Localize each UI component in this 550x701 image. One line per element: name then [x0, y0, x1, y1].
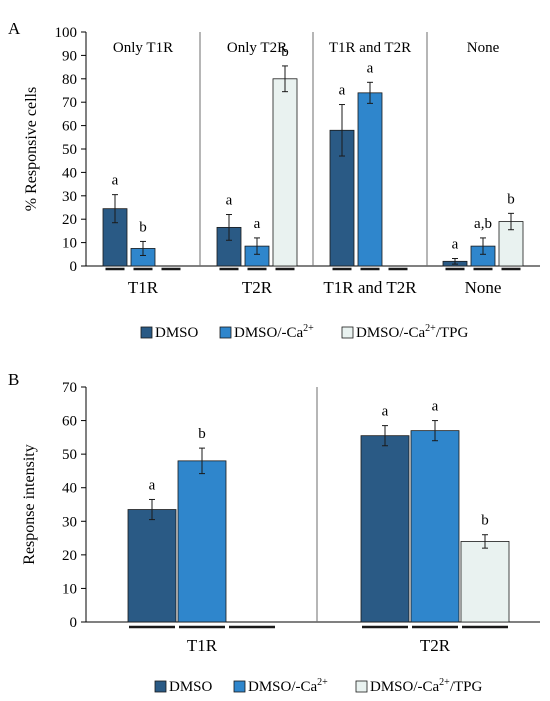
category-label: None: [465, 278, 502, 297]
legend-label-main: DMSO: [155, 325, 199, 341]
y-tick-label: 40: [62, 481, 77, 497]
y-tick-label: 20: [62, 212, 77, 228]
legend-label-main: DMSO/-Ca: [356, 325, 426, 341]
bar: [460, 541, 510, 623]
panel-label: B: [8, 370, 19, 389]
legend-swatch: [154, 680, 167, 693]
legend-label: DMSO: [169, 679, 213, 695]
legend-label-superscript: 2+: [317, 677, 328, 688]
category-label: T1R: [128, 278, 159, 297]
legend-swatch: [355, 680, 368, 693]
group-title: Only T2R: [227, 40, 287, 56]
significance-label: a: [226, 193, 233, 209]
legend-label-main: DMSO/-Ca: [370, 679, 440, 695]
legend-swatch: [219, 326, 232, 339]
y-tick-label: 30: [62, 189, 77, 205]
y-tick-label: 60: [62, 414, 77, 430]
y-tick-label: 50: [62, 142, 77, 158]
significance-label: b: [198, 426, 206, 442]
legend-label-main: DMSO: [169, 679, 213, 695]
legend-swatch: [341, 326, 354, 339]
bar: [410, 430, 460, 623]
significance-label: a: [254, 216, 261, 232]
y-tick-label: 0: [70, 259, 78, 275]
significance-label: b: [481, 513, 489, 529]
y-tick-label: 80: [62, 72, 77, 88]
significance-label: a: [432, 399, 439, 415]
legend-label: DMSO/-Ca2+: [248, 677, 328, 695]
y-tick-label: 70: [62, 95, 77, 111]
legend-label-superscript: 2+: [303, 323, 314, 334]
y-tick-label: 100: [55, 25, 78, 41]
y-tick-label: 0: [70, 615, 78, 631]
group-title: Only T1R: [113, 40, 173, 56]
y-tick-label: 90: [62, 48, 77, 64]
significance-label: a: [367, 60, 374, 76]
bar: [102, 208, 128, 267]
legend-label-superscript: 2+: [439, 677, 450, 688]
legend-label: DMSO/-Ca2+: [234, 323, 314, 341]
y-tick-label: 70: [62, 380, 77, 396]
y-axis-label: Response intensity: [21, 444, 38, 564]
group-title: None: [467, 40, 500, 56]
significance-label: a: [112, 173, 119, 189]
significance-label: a: [339, 83, 346, 99]
y-tick-label: 40: [62, 165, 77, 181]
bar: [360, 435, 410, 623]
y-tick-label: 30: [62, 514, 77, 530]
category-label: T2R: [242, 278, 273, 297]
bar: [357, 92, 383, 267]
category-label: T1R and T2R: [323, 278, 417, 297]
y-tick-label: 10: [62, 581, 77, 597]
legend-label: DMSO/-Ca2+/TPG: [370, 677, 482, 695]
significance-label: a,b: [474, 216, 492, 232]
legend-swatch: [233, 680, 246, 693]
category-label: T1R: [187, 636, 218, 655]
significance-label: b: [281, 44, 289, 60]
legend-label-suffix: /TPG: [450, 679, 483, 695]
y-axis-label: % Responsive cells: [23, 87, 40, 211]
bar: [127, 509, 177, 623]
panel-a-chart: A 0 10 20 30 40 50 60 70 80 90 100 % Responsive cell…: [8, 19, 540, 341]
category-label: T2R: [420, 636, 451, 655]
legend-label-suffix: /TPG: [436, 325, 469, 341]
panel-b-chart: B 0 10 20 30 40 50 60 70 Response intensity a a b a b T…: [8, 370, 540, 695]
legend-swatch: [140, 326, 153, 339]
significance-label: a: [149, 477, 156, 493]
y-tick-label: 60: [62, 119, 77, 135]
y-tick-label: 50: [62, 447, 77, 463]
significance-label: b: [507, 191, 515, 207]
bar: [272, 78, 298, 267]
bar: [177, 460, 227, 623]
group-title: T1R and T2R: [329, 40, 411, 56]
significance-label: a: [382, 404, 389, 420]
legend-label: DMSO/-Ca2+/TPG: [356, 323, 468, 341]
significance-label: b: [139, 219, 147, 235]
y-tick-label: 10: [62, 236, 77, 252]
legend-label-main: DMSO/-Ca: [234, 325, 304, 341]
legend-label: DMSO: [155, 325, 199, 341]
panel-label: A: [8, 19, 21, 38]
legend-label-main: DMSO/-Ca: [248, 679, 318, 695]
legend-label-superscript: 2+: [425, 323, 436, 334]
y-tick-label: 20: [62, 548, 77, 564]
significance-label: a: [452, 237, 459, 253]
